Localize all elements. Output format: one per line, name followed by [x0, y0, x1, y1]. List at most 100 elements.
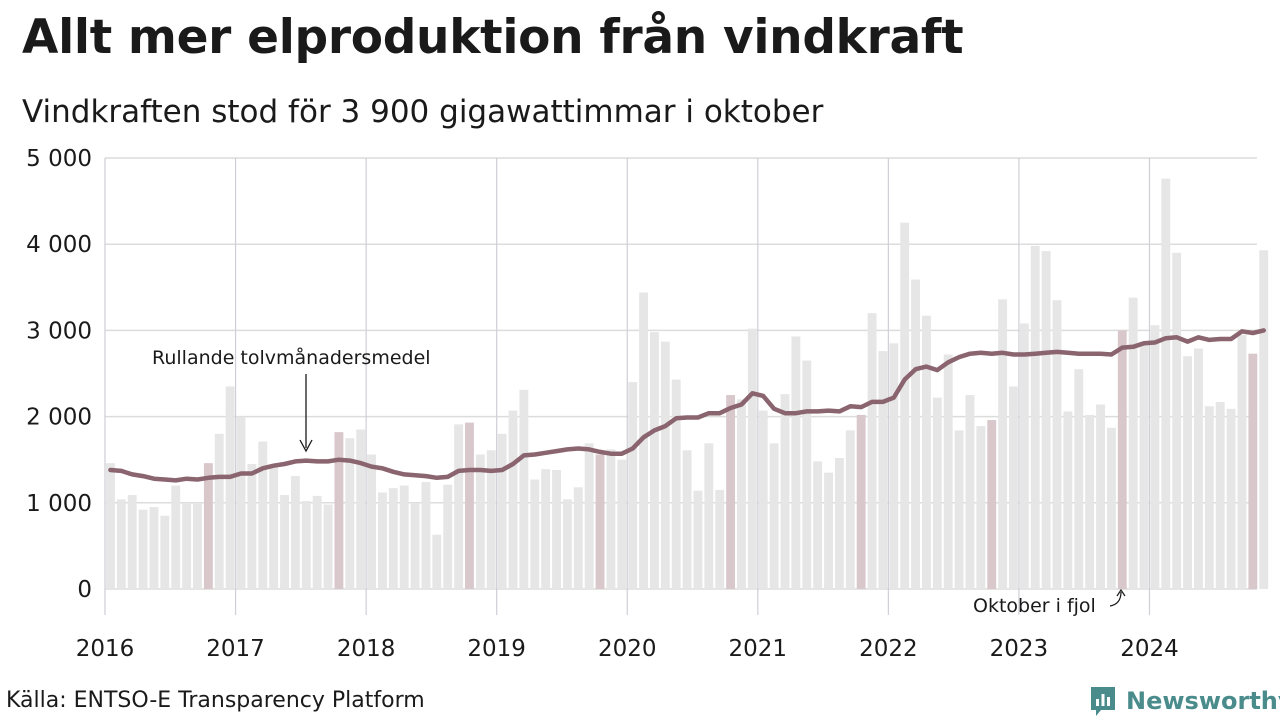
bar — [519, 389, 529, 589]
x-tick-label: 2022 — [859, 636, 918, 662]
bar — [116, 499, 126, 589]
bar — [1215, 401, 1225, 589]
annotation-layer: Rullande tolvmånadersmedel Oktober i fjo… — [152, 346, 1126, 617]
bar — [1259, 250, 1269, 589]
bar — [573, 487, 583, 589]
y-tick-label: 5 000 — [26, 146, 92, 172]
bar — [650, 332, 659, 589]
bar — [127, 495, 137, 589]
bar — [922, 315, 931, 589]
bar — [737, 399, 746, 589]
bar — [182, 502, 192, 589]
annotation-last-october: Oktober i fjol — [973, 595, 1096, 617]
bar — [280, 495, 289, 589]
bar — [1204, 406, 1214, 589]
chart-subtitle: Vindkraften stod för 3 900 gigawattimmar… — [22, 94, 824, 130]
bar — [171, 485, 181, 589]
bar — [1161, 178, 1171, 590]
x-tick-label: 2024 — [1120, 636, 1179, 662]
chart-area: 0 1 000 2 000 3 000 4 000 5 000 2016 2017 2018 20… — [26, 146, 1269, 662]
bar — [780, 394, 790, 589]
bar — [399, 485, 409, 589]
bar — [541, 469, 551, 589]
bar — [747, 328, 757, 589]
bar — [247, 464, 257, 589]
axis-layer: 0 1 000 2 000 3 000 4 000 5 000 2016 2017 2018 20… — [26, 146, 1179, 662]
bar — [312, 495, 322, 589]
bar — [1063, 411, 1073, 589]
bar — [203, 463, 213, 589]
bars-layer — [106, 178, 1269, 590]
bar — [552, 470, 561, 589]
bar — [606, 449, 616, 589]
x-tick-label: 2023 — [990, 636, 1049, 662]
bar — [1106, 427, 1116, 589]
bar — [1117, 330, 1127, 589]
bar — [530, 479, 540, 589]
bar — [1237, 334, 1247, 589]
y-tick-label: 3 000 — [26, 318, 92, 344]
bar — [334, 432, 344, 589]
bar — [1172, 252, 1182, 589]
bar — [345, 438, 355, 589]
y-tick-label: 4 000 — [26, 232, 92, 258]
bar — [813, 461, 823, 589]
bar — [900, 222, 910, 589]
bar — [976, 426, 986, 589]
bar — [943, 354, 953, 589]
x-tick-label: 2018 — [337, 636, 396, 662]
bar — [693, 490, 703, 589]
bar — [1074, 369, 1084, 589]
bar — [932, 397, 942, 589]
annotation-last-october-arrow — [1109, 588, 1126, 607]
annotation-rolling-average-arrowhead — [299, 439, 313, 453]
bar — [704, 443, 714, 589]
brand-logo[interactable]: Newsworthy — [1088, 684, 1280, 718]
bar — [475, 454, 485, 589]
bar — [954, 430, 964, 589]
bar — [987, 420, 997, 589]
bar — [443, 484, 453, 589]
bar — [824, 472, 833, 589]
newsworthy-logo-icon — [1091, 687, 1115, 716]
y-tick-label: 0 — [77, 577, 92, 603]
line-layer — [108, 328, 1266, 483]
bar — [432, 534, 442, 589]
x-tick-label: 2019 — [467, 636, 526, 662]
bar — [378, 492, 387, 589]
bar — [356, 429, 366, 589]
bar — [1096, 404, 1105, 589]
bar — [1150, 325, 1160, 589]
bar — [465, 422, 474, 589]
bar — [715, 489, 725, 589]
x-tick-label: 2016 — [76, 636, 135, 662]
bar — [878, 351, 888, 589]
source-note: Källa: ENTSO-E Transparency Platform — [6, 688, 425, 713]
bar — [856, 414, 866, 589]
bar — [584, 443, 594, 589]
bar — [214, 433, 224, 589]
bar — [671, 379, 681, 589]
bar — [965, 395, 975, 589]
bar — [769, 443, 779, 589]
bar — [1248, 353, 1258, 589]
bar — [834, 457, 844, 589]
bar — [867, 313, 877, 589]
bar — [421, 482, 431, 589]
bar — [845, 430, 855, 589]
bar — [682, 450, 692, 589]
bar — [1041, 251, 1051, 589]
annotation-rolling-average: Rullande tolvmånadersmedel — [152, 346, 431, 369]
chart-title: Allt mer elproduktion från vindkraft — [22, 10, 964, 65]
bar — [138, 509, 148, 589]
bar — [1183, 356, 1192, 589]
x-tick-label: 2020 — [598, 636, 657, 662]
bar — [454, 424, 464, 589]
bar — [1052, 300, 1062, 589]
bar — [595, 454, 605, 589]
bar — [802, 360, 812, 589]
bar — [911, 279, 920, 589]
bar — [410, 502, 420, 589]
bar — [149, 507, 159, 589]
bar — [508, 410, 518, 589]
